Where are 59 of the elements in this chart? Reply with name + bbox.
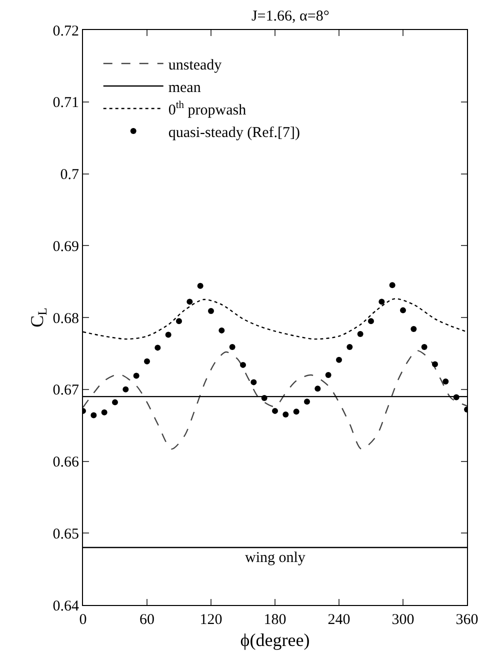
y-tick-label: 0.65 [52, 526, 79, 542]
y-tick-label: 0.66 [52, 454, 80, 470]
x-axis-title: ϕ(degree) [240, 630, 310, 650]
x-tick-label: 120 [200, 612, 222, 628]
point [165, 332, 172, 338]
chart-title: J=1.66, α=8° [251, 8, 330, 24]
point [432, 361, 438, 368]
point [101, 409, 108, 416]
x-tick-label: 180 [264, 612, 286, 628]
point [186, 298, 193, 305]
point [229, 344, 236, 350]
point [218, 327, 225, 334]
point [112, 399, 118, 406]
legend-label: unsteady [168, 57, 222, 74]
legend-label: mean [168, 80, 202, 96]
point [421, 344, 428, 350]
point [240, 362, 246, 368]
point [368, 318, 374, 324]
point [122, 386, 129, 392]
point [378, 298, 385, 305]
y-tick-label: 0.7 [60, 167, 80, 183]
line-series [83, 350, 467, 450]
point [282, 412, 289, 418]
point [144, 358, 150, 364]
point [304, 398, 310, 405]
legend-label: 0$^{th}$ propwash [168, 100, 247, 118]
x-tick-label: 240 [328, 612, 350, 628]
point [336, 356, 342, 363]
point [293, 408, 300, 415]
legend-label: quasi-steady (Ref.[7]) [168, 124, 300, 141]
point [154, 344, 161, 351]
x-tick-label: 60 [140, 612, 154, 628]
x-tick-label: 300 [392, 612, 414, 628]
y-tick-label: 0.64 [52, 598, 80, 614]
point [176, 318, 182, 324]
point [90, 412, 97, 418]
point [261, 395, 268, 401]
point [314, 386, 321, 392]
y-tick-label: 0.69 [52, 238, 79, 255]
point [442, 378, 449, 384]
point [400, 307, 406, 314]
y-tick-label: 0.71 [52, 95, 79, 112]
point [346, 344, 353, 350]
y-tick-label: 0.67 [52, 382, 80, 399]
point [389, 282, 396, 288]
point [197, 282, 204, 289]
point [272, 408, 278, 414]
point [453, 394, 460, 400]
y-tick-label: 0.68 [52, 310, 79, 327]
y-tick-label: 0.72 [52, 23, 79, 40]
x-tick-label: 0 [79, 612, 87, 628]
point [133, 372, 140, 379]
point [250, 379, 257, 386]
point [208, 308, 214, 314]
x-tick-label: 360 [456, 612, 478, 628]
point [410, 326, 417, 332]
point [325, 372, 332, 378]
ref-line-label: wing only [245, 550, 306, 566]
point [357, 331, 364, 338]
